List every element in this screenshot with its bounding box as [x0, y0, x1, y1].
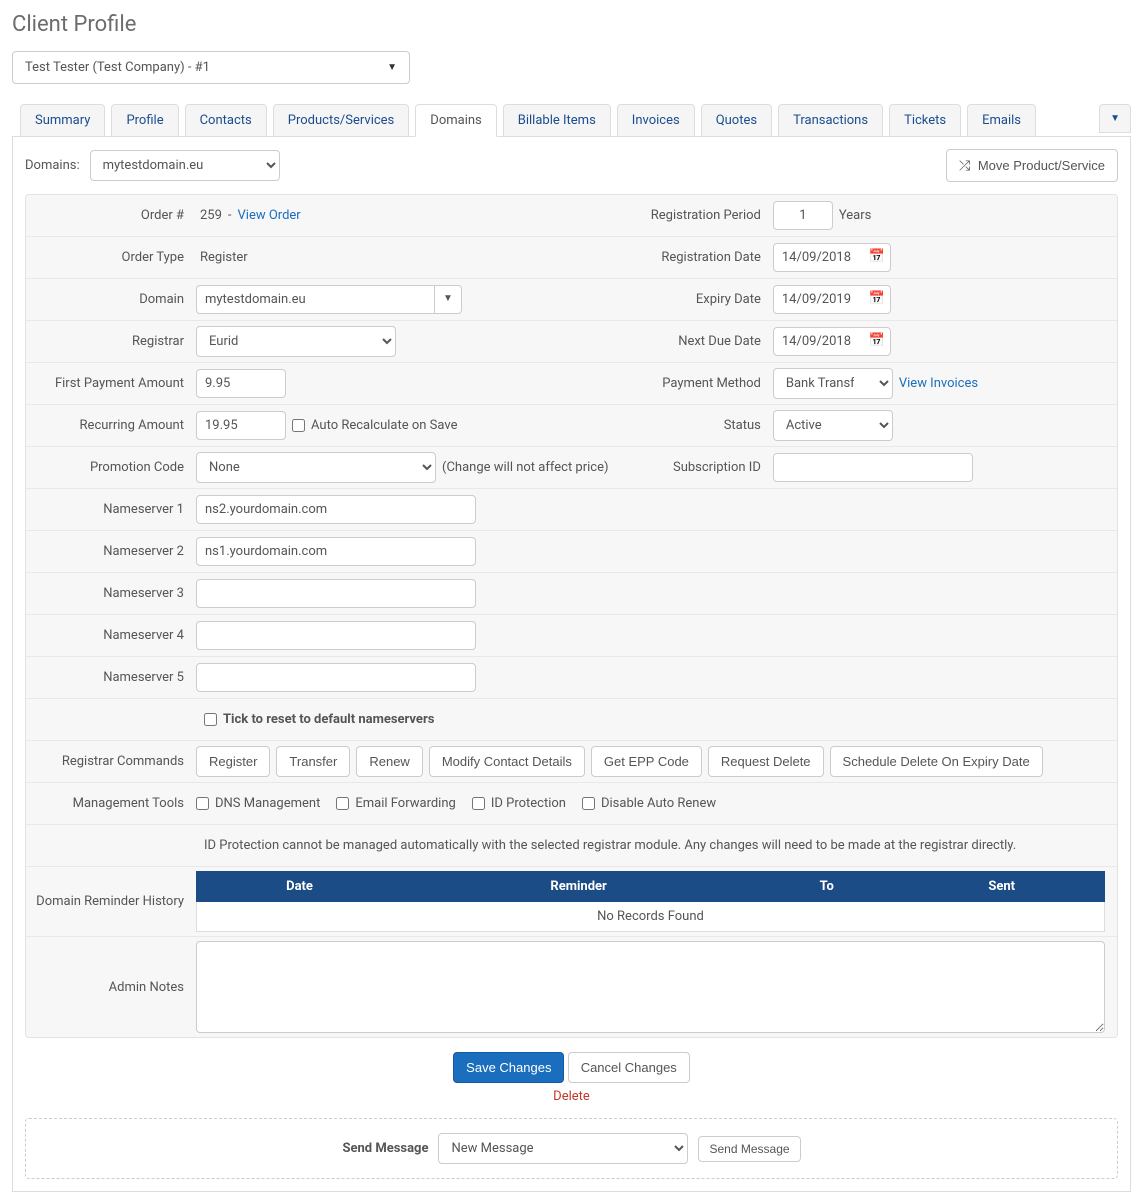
tab-quotes[interactable]: Quotes — [701, 104, 772, 137]
col-to: To — [755, 872, 899, 902]
move-product-button[interactable]: ⤮ Move Product/Service — [946, 149, 1118, 182]
next-due-input[interactable] — [773, 327, 891, 356]
cmd-register-button[interactable]: Register — [196, 746, 270, 777]
tab-tickets[interactable]: Tickets — [889, 104, 961, 137]
exp-date-input[interactable] — [773, 285, 891, 314]
years-label: Years — [839, 208, 871, 223]
ns4-label: Nameserver 4 — [26, 628, 196, 643]
registrar-select[interactable]: Eurid — [196, 326, 396, 357]
tab-contacts[interactable]: Contacts — [185, 104, 267, 137]
id-prot-checkbox[interactable] — [472, 797, 485, 810]
ns4-input[interactable] — [196, 621, 476, 650]
send-message-button[interactable]: Send Message — [698, 1136, 800, 1162]
pay-method-select[interactable]: Bank Transfer — [773, 368, 893, 399]
sub-id-input[interactable] — [773, 453, 973, 482]
shuffle-icon: ⤮ — [959, 157, 970, 173]
tab-profile[interactable]: Profile — [111, 104, 178, 137]
order-num-label: Order # — [26, 208, 196, 223]
mgmt-tools-label: Management Tools — [26, 796, 196, 811]
cmd-renew-button[interactable]: Renew — [356, 746, 422, 777]
reg-date-input[interactable] — [773, 243, 891, 272]
auto-recalc-checkbox[interactable] — [292, 419, 305, 432]
content-panel: Domains: mytestdomain.eu ⤮ Move Product/… — [12, 137, 1131, 1192]
reset-ns-checkbox[interactable] — [204, 713, 217, 726]
reg-date-label: Registration Date — [648, 250, 773, 265]
cmd-transfer-button[interactable]: Transfer — [276, 746, 350, 777]
promo-select[interactable]: None — [196, 452, 436, 483]
ns5-label: Nameserver 5 — [26, 670, 196, 685]
cmd-get-epp-code-button[interactable]: Get EPP Code — [591, 746, 702, 777]
tab-invoices[interactable]: Invoices — [617, 104, 695, 137]
reminder-history-label: Domain Reminder History — [26, 894, 196, 909]
cmd-modify-contact-details-button[interactable]: Modify Contact Details — [429, 746, 585, 777]
order-num-value: 259 — [200, 208, 222, 223]
reg-commands-label: Registrar Commands — [26, 754, 196, 769]
domain-label: Domain — [26, 292, 196, 307]
ns3-input[interactable] — [196, 579, 476, 608]
recurring-input[interactable] — [196, 411, 286, 440]
view-order-link[interactable]: View Order — [238, 208, 301, 223]
reminder-table: DateReminderToSent No Records Found — [196, 871, 1105, 932]
reg-period-input[interactable] — [773, 201, 833, 230]
tab-billable-items[interactable]: Billable Items — [503, 104, 611, 137]
ns2-input[interactable] — [196, 537, 476, 566]
save-button[interactable]: Save Changes — [453, 1052, 564, 1083]
exp-date-label: Expiry Date — [648, 292, 773, 307]
admin-notes-label: Admin Notes — [26, 980, 196, 995]
nav-tabs: SummaryProfileContactsProducts/ServicesD… — [12, 104, 1131, 137]
tab-dropdown[interactable]: ▼ — [1099, 104, 1131, 133]
send-message-box: Send Message New Message Send Message — [25, 1118, 1118, 1179]
first-payment-label: First Payment Amount — [26, 376, 196, 391]
first-payment-input[interactable] — [196, 369, 286, 398]
domain-input[interactable] — [196, 285, 434, 314]
delete-link[interactable]: Delete — [553, 1089, 590, 1104]
cmd-schedule-delete-on-expiry-date-button[interactable]: Schedule Delete On Expiry Date — [830, 746, 1043, 777]
domain-select[interactable]: mytestdomain.eu — [90, 150, 280, 181]
promo-label: Promotion Code — [26, 460, 196, 475]
pay-method-label: Payment Method — [648, 376, 773, 391]
cancel-button[interactable]: Cancel Changes — [568, 1052, 690, 1083]
status-label: Status — [648, 418, 773, 433]
page-title: Client Profile — [12, 12, 1131, 37]
ns1-input[interactable] — [196, 495, 476, 524]
order-type-label: Order Type — [26, 250, 196, 265]
ns2-label: Nameserver 2 — [26, 544, 196, 559]
col-reminder: Reminder — [403, 872, 755, 902]
promo-hint: (Change will not affect price) — [442, 460, 609, 475]
tab-emails[interactable]: Emails — [967, 104, 1036, 137]
recurring-label: Recurring Amount — [26, 418, 196, 433]
ns3-label: Nameserver 3 — [26, 586, 196, 601]
ns5-input[interactable] — [196, 663, 476, 692]
domain-dropdown-toggle[interactable]: ▼ — [434, 285, 462, 314]
dns-mgmt-checkbox[interactable] — [196, 797, 209, 810]
cmd-request-delete-button[interactable]: Request Delete — [708, 746, 824, 777]
message-select[interactable]: New Message — [438, 1133, 688, 1164]
registrar-label: Registrar — [26, 334, 196, 349]
domains-label: Domains: — [25, 158, 80, 173]
tab-products-services[interactable]: Products/Services — [273, 104, 410, 137]
status-select[interactable]: Active — [773, 410, 893, 441]
order-type-value: Register — [196, 250, 648, 265]
email-fwd-checkbox[interactable] — [336, 797, 349, 810]
view-invoices-link[interactable]: View Invoices — [899, 376, 978, 391]
form-container: Order # 259 - View Order Order Type Regi… — [25, 194, 1118, 1038]
client-selector[interactable]: Test Tester (Test Company) - #1 — [12, 51, 410, 84]
reset-ns-label: Tick to reset to default nameservers — [223, 712, 434, 727]
tab-summary[interactable]: Summary — [20, 104, 105, 137]
send-message-label: Send Message — [342, 1141, 428, 1156]
disable-renew-checkbox[interactable] — [582, 797, 595, 810]
reg-period-label: Registration Period — [648, 208, 773, 223]
tab-transactions[interactable]: Transactions — [778, 104, 883, 137]
col-sent: Sent — [899, 872, 1105, 902]
mgmt-note: ID Protection cannot be managed automati… — [204, 830, 1024, 861]
tab-domains[interactable]: Domains — [415, 104, 496, 137]
ns1-label: Nameserver 1 — [26, 502, 196, 517]
auto-recalc-label: Auto Recalculate on Save — [311, 418, 457, 433]
col-date: Date — [197, 872, 403, 902]
admin-notes-textarea[interactable] — [196, 941, 1105, 1033]
sub-id-label: Subscription ID — [648, 460, 773, 475]
no-records: No Records Found — [197, 902, 1105, 932]
next-due-label: Next Due Date — [648, 334, 773, 349]
